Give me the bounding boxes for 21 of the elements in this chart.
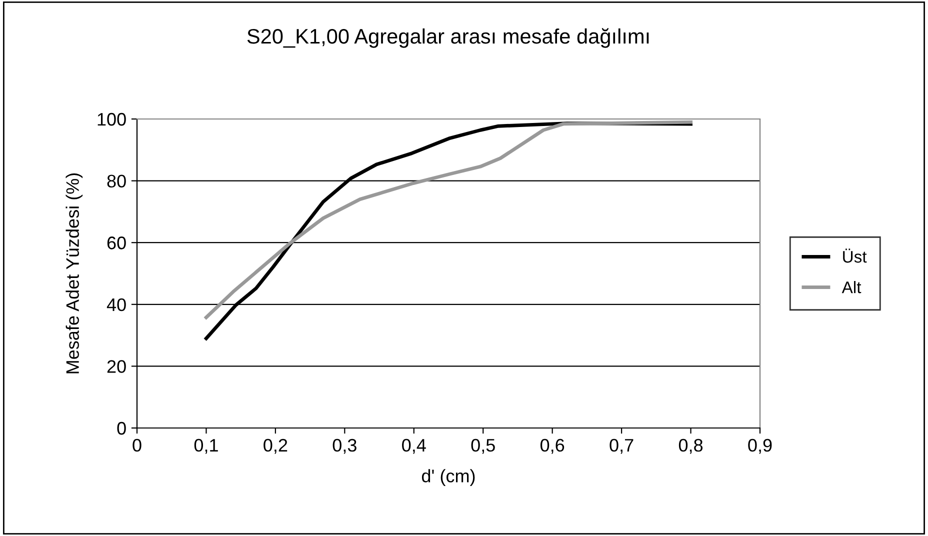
x-tick-label: 0 — [132, 438, 142, 452]
x-tick-label: 0,9 — [748, 438, 772, 454]
legend-label: Alt — [842, 281, 862, 294]
x-tick-label: 0,7 — [610, 438, 634, 454]
y-tick-label: 80 — [107, 174, 126, 188]
y-tick-label: 100 — [98, 112, 126, 126]
x-tick-label: 0,5 — [471, 438, 495, 454]
x-tick-label: 0,1 — [194, 438, 218, 454]
chart-title: S20_K1,00 Agregalar arası mesafe dağılımı — [247, 28, 649, 48]
x-tick-label: 0,2 — [264, 438, 288, 454]
y-tick-label: 40 — [106, 298, 126, 312]
legend-label: Üst — [843, 248, 867, 263]
x-tick-label: 0,3 — [332, 438, 356, 454]
x-axis-title: d' (cm) — [422, 469, 475, 486]
y-tick-label: 60 — [107, 236, 126, 250]
x-tick-label: 0,8 — [678, 438, 703, 454]
x-tick-label: 0,6 — [540, 438, 564, 454]
y-axis-title: Mesafe Adet Yüzdesi (%) — [66, 173, 83, 374]
y-tick-label: 20 — [107, 360, 126, 373]
y-tick-label: 0 — [117, 422, 126, 435]
x-tick-label: 0,4 — [402, 438, 426, 454]
